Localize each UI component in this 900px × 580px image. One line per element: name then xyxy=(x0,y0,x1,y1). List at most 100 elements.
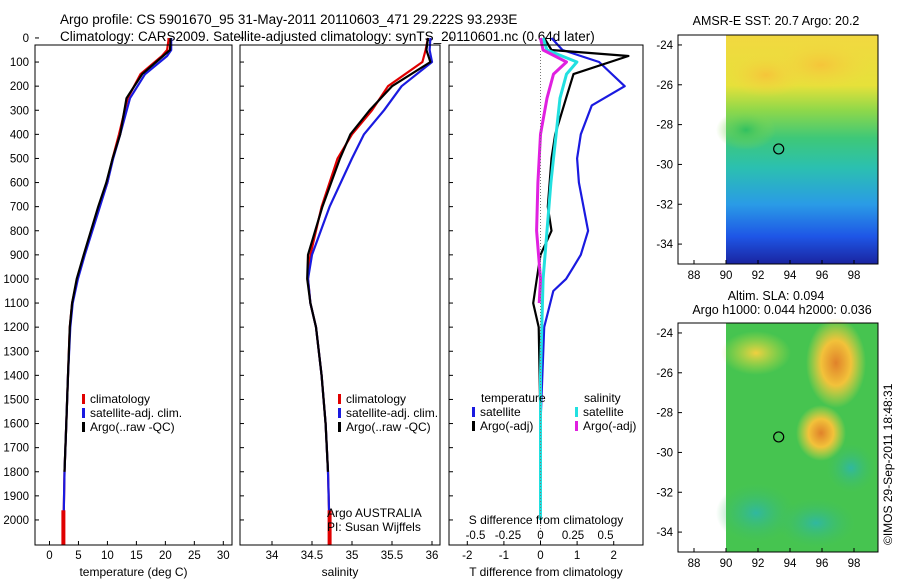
legend-heading-temperature: temperature xyxy=(481,391,546,405)
t-diff-tick-label: 2 xyxy=(611,550,617,562)
legend-label: Argo(-adj) xyxy=(480,419,533,433)
depth-tick-label: 800 xyxy=(10,226,29,238)
legend-swatch xyxy=(575,421,578,431)
temp-tick-label: 20 xyxy=(159,550,172,562)
lat-tick-label: -32 xyxy=(656,487,673,499)
lat-tick-label: -28 xyxy=(656,120,673,132)
legend-label: satellite xyxy=(480,405,521,419)
diff-line-salinity-satellite xyxy=(539,37,579,520)
sst-warm-patch xyxy=(771,40,871,90)
depth-tick-label: 100 xyxy=(10,57,29,69)
lat-tick-label: -26 xyxy=(656,368,673,380)
sla-low-patch xyxy=(776,498,856,548)
lat-tick-label: -26 xyxy=(656,80,673,92)
t-diff-tick-label: 0 xyxy=(537,550,543,562)
legend-label: climatology xyxy=(90,392,150,406)
lat-tick-label: -34 xyxy=(656,239,673,251)
sla-warm-patch xyxy=(721,331,791,375)
salinity-tick-label: 35.5 xyxy=(381,550,403,562)
float-owner-label: Argo AUSTRALIA xyxy=(327,506,422,520)
depth-tick-label: 700 xyxy=(10,202,29,214)
legend-swatch xyxy=(82,422,85,432)
legend-label: Argo(..raw -QC) xyxy=(90,420,175,434)
lat-tick-label: -24 xyxy=(656,40,673,52)
diff-line-salinity-argo-adj- xyxy=(535,37,568,304)
s-diff-tick-label: 0.5 xyxy=(598,530,614,542)
legend-label: satellite-adj. clim. xyxy=(90,406,182,420)
profile-panel-frame-1 xyxy=(34,44,233,546)
sla-high-patch xyxy=(806,318,866,408)
depth-tick-label: 2000 xyxy=(3,515,29,527)
argo-profile-location-marker xyxy=(773,143,785,155)
legend-swatch xyxy=(575,407,578,417)
profile-panel-frame-3 xyxy=(448,44,644,546)
depth-tick-label: 1400 xyxy=(3,370,29,382)
legend-swatch xyxy=(338,422,341,432)
temp-tick-label: 0 xyxy=(46,550,52,562)
sla-low-patch xyxy=(716,483,796,543)
depth-tick-label: 1300 xyxy=(3,346,29,358)
legend-label: Argo(..raw -QC) xyxy=(346,420,431,434)
legend-label: Argo(-adj) xyxy=(583,419,636,433)
depth-tick-label: 1700 xyxy=(3,443,29,455)
legend-swatch xyxy=(338,394,341,404)
sla-high-patch xyxy=(796,405,846,461)
legend-label: satellite-adj. clim. xyxy=(346,406,438,420)
s-diff-tick-label: 0.25 xyxy=(562,530,584,542)
lon-tick-label: 94 xyxy=(784,270,797,282)
lat-tick-label: -32 xyxy=(656,199,673,211)
series-line-argo-raw-qc- xyxy=(306,37,432,472)
temp-tick-label: 25 xyxy=(188,550,201,562)
lat-tick-label: -30 xyxy=(656,447,673,459)
temp-tick-label: 10 xyxy=(101,550,114,562)
depth-tick-label: 500 xyxy=(10,153,29,165)
lon-tick-label: 96 xyxy=(816,558,829,570)
salinity-axis-label: salinity xyxy=(322,565,359,579)
map-frame xyxy=(677,322,879,553)
s-diff-tick-label: -0.25 xyxy=(495,530,521,542)
salinity-tick-label: 34 xyxy=(266,550,279,562)
lat-tick-label: -30 xyxy=(656,159,673,171)
depth-tick-label: 1100 xyxy=(4,298,29,310)
salinity-tick-label: 35 xyxy=(346,550,359,562)
legend-swatch xyxy=(472,407,475,417)
lon-tick-label: 98 xyxy=(848,270,861,282)
lat-tick-label: -34 xyxy=(656,527,673,539)
legend-swatch xyxy=(472,421,475,431)
sst-cool-patch xyxy=(716,110,776,150)
lon-tick-label: 94 xyxy=(784,558,797,570)
profile-panel-frame-2 xyxy=(239,44,441,546)
s-diff-tick-label: 0 xyxy=(537,530,543,542)
temp-tick-label: 5 xyxy=(75,550,81,562)
legend-swatch xyxy=(82,408,85,418)
imos-credit: ©IMOS 29-Sep-2011 18:48:31 xyxy=(881,383,895,545)
sla-low-patch xyxy=(826,443,876,493)
t-diff-axis-label: T difference from climatology xyxy=(469,565,623,579)
t-diff-tick-label: -1 xyxy=(499,550,509,562)
t-diff-tick-label: -2 xyxy=(462,550,472,562)
sla-map-subtitle: Argo h1000: 0.044 h2000: 0.036 xyxy=(692,303,871,317)
temp-tick-label: 30 xyxy=(217,550,230,562)
depth-tick-label: 1500 xyxy=(3,394,29,406)
depth-tick-label: 300 xyxy=(10,105,29,117)
series-line-argo-raw-qc- xyxy=(63,37,172,472)
legend-label: satellite xyxy=(583,405,624,419)
temp-tick-label: 15 xyxy=(130,550,143,562)
lon-tick-label: 92 xyxy=(752,558,765,570)
lat-tick-label: -28 xyxy=(656,408,673,420)
lat-tick-label: -24 xyxy=(656,328,673,340)
series-line-climatology xyxy=(62,37,170,533)
lon-tick-label: 88 xyxy=(688,270,701,282)
lon-tick-label: 90 xyxy=(720,270,733,282)
lon-tick-label: 92 xyxy=(752,270,765,282)
depth-tick-label: 0 xyxy=(23,33,29,45)
s-diff-tick-label: -0.5 xyxy=(466,530,486,542)
legend-label: climatology xyxy=(346,392,406,406)
depth-tick-label: 1200 xyxy=(3,322,29,334)
salinity-tick-label: 34.5 xyxy=(301,550,323,562)
diff-line-temperature-satellite xyxy=(539,37,626,520)
sst-map-title: AMSR-E SST: 20.7 Argo: 20.2 xyxy=(693,14,860,28)
argo-profile-location-marker xyxy=(773,431,785,443)
depth-tick-label: 1800 xyxy=(3,467,29,479)
s-diff-axis-label: S difference from climatology xyxy=(469,513,624,527)
